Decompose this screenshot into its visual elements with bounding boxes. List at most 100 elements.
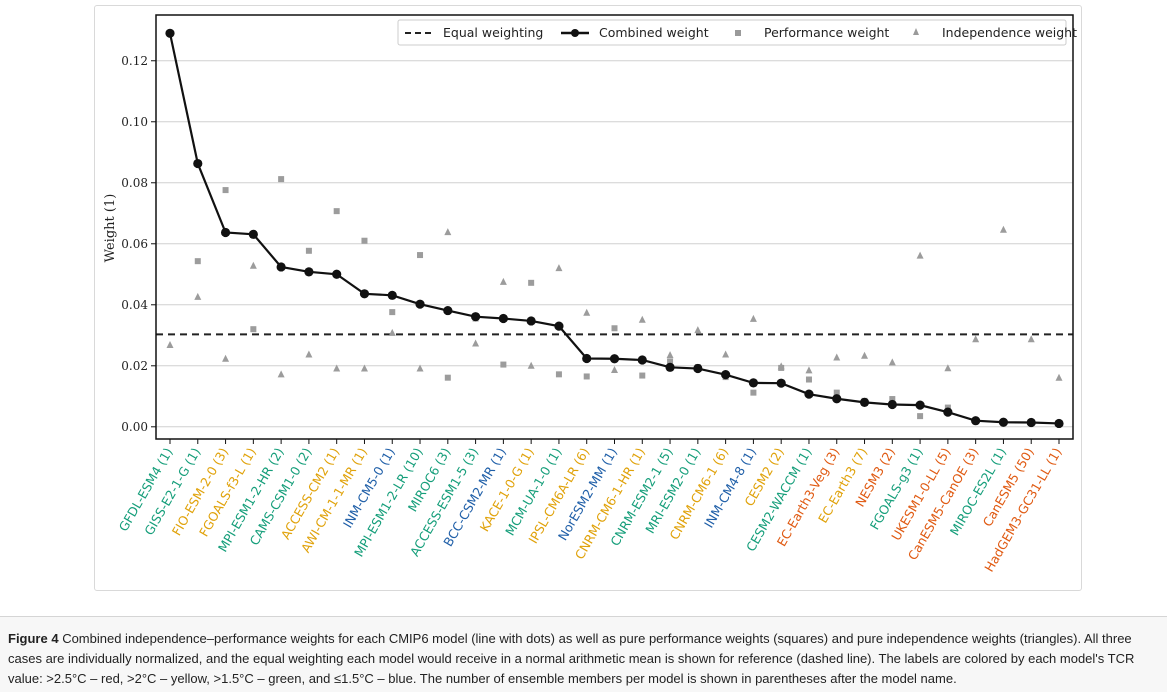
performance-point [555,371,562,378]
combined-point [693,363,703,374]
independence-point [694,326,702,334]
independence-weight-series [166,225,1063,381]
combined-point [470,312,481,322]
independence-point [360,364,368,372]
y-tick-label: 0.06 [121,237,148,251]
independence-point [305,350,313,358]
independence-point [472,339,480,347]
combined-point [1026,417,1036,428]
combined-point [387,290,397,300]
independence-point [555,264,563,272]
performance-point [667,358,674,365]
independence-point [805,366,813,374]
performance-point [250,326,257,333]
y-tick-label: 0.12 [121,54,148,68]
combined-point [498,313,508,324]
independence-point [416,364,424,372]
performance-point [361,237,368,244]
combined-point [220,227,231,238]
performance-point [500,361,507,368]
combined-point [554,321,564,331]
performance-point [833,389,840,396]
combined-point [193,158,203,169]
legend-combined-marker [571,29,579,37]
combined-point [415,299,425,309]
performance-point [611,325,618,332]
combined-point [721,370,731,380]
combined-point [859,397,870,407]
performance-point [889,396,896,403]
performance-point [194,258,201,265]
performance-point [305,247,312,254]
combined-weight-line [168,33,1060,425]
legend-independence-label: Independence weight [942,25,1077,40]
performance-point [583,373,590,380]
independence-point [194,292,202,300]
combined-weight-series [165,28,1064,429]
independence-point [611,366,618,374]
combined-point [276,262,286,272]
combined-point [887,399,897,410]
caption-area: Figure 4 Combined independence–performan… [0,616,1167,692]
performance-point [750,389,757,396]
independence-point [888,358,896,366]
independence-point [583,308,591,316]
independence-point [777,362,785,370]
legend: Equal weighting Combined weight Performa… [397,19,1077,46]
y-tick-label: 0.08 [121,176,148,190]
performance-point [222,187,229,194]
y-tick-label: 0.04 [121,298,148,312]
independence-point [1055,373,1063,381]
combined-point [665,362,675,372]
independence-point [861,351,869,359]
performance-point [639,372,646,379]
independence-point [1027,335,1035,343]
independence-point [249,261,257,269]
combined-point [971,416,981,426]
performance-point [278,176,285,183]
combined-point [832,394,842,404]
combined-point [359,289,370,299]
independence-point [999,225,1007,233]
plot-frame [155,14,1074,440]
combined-point [332,269,342,279]
legend-performance-marker [735,30,741,36]
independence-point [666,351,674,359]
independence-point [527,361,535,369]
figure-caption: Figure 4 Combined independence–performan… [8,629,1158,689]
independence-point [944,364,952,372]
independence-point [277,370,285,378]
y-axis-label: Weight (1) [103,194,118,263]
independence-point [833,353,841,361]
legend-combined-label: Combined weight [599,25,709,40]
independence-point [499,277,507,285]
combined-point [915,400,925,410]
caption-label: Figure 4 [8,631,59,646]
combined-point [804,389,814,399]
y-axis: 0.00 0.02 0.04 0.06 0.08 0.10 0.12 [121,54,156,434]
combined-point [637,355,647,365]
x-axis: GFDL-ESM4 (1)GISS-E2-1-G (1)FIO-ESM-2-0 … [116,439,1065,574]
legend-independence-marker [913,28,919,35]
independence-point [916,251,924,259]
independence-point [444,228,452,236]
legend-equal-label: Equal weighting [443,25,543,40]
y-tick-label: 0.02 [121,359,148,373]
independence-point [749,314,757,322]
combined-point [582,353,592,364]
independence-point [333,364,341,372]
performance-point [805,376,812,383]
combined-point [998,417,1009,427]
combined-point [526,316,536,326]
weights-chart: 0.00 0.02 0.04 0.06 0.08 0.10 0.12 GFDL-ESM4 (… [103,14,1077,574]
figure-card [94,5,1082,591]
y-tick-label: 0.00 [121,420,148,434]
grid-lines [156,60,1073,428]
combined-point [776,378,786,388]
combined-point [443,305,453,316]
independence-point [388,328,396,336]
independence-point [722,350,730,358]
combined-point [609,354,620,364]
caption-text: Combined independence–performance weight… [8,631,1135,686]
performance-point [444,374,451,381]
